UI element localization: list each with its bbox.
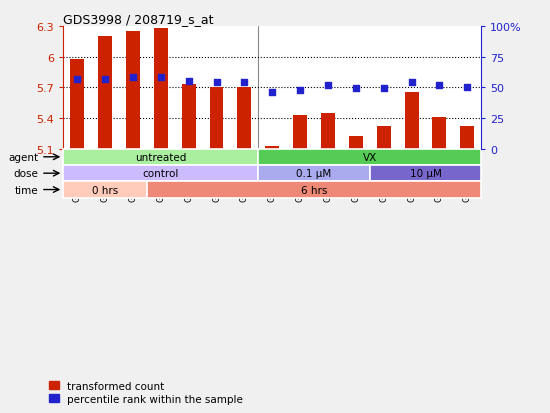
- Bar: [126, 32, 140, 149]
- Bar: [63, 182, 147, 198]
- Bar: [147, 182, 481, 198]
- Point: [73, 76, 81, 83]
- Bar: [210, 88, 223, 149]
- Bar: [154, 29, 168, 149]
- Bar: [321, 114, 335, 149]
- Point: [240, 80, 249, 86]
- Point: [101, 76, 109, 83]
- Point: [463, 85, 472, 91]
- Text: 0.1 μM: 0.1 μM: [296, 169, 332, 179]
- Text: 0 hrs: 0 hrs: [92, 185, 118, 195]
- Bar: [432, 118, 447, 149]
- Bar: [238, 88, 251, 149]
- Bar: [349, 137, 363, 149]
- Bar: [460, 127, 474, 149]
- Text: control: control: [142, 169, 179, 179]
- Bar: [258, 149, 481, 166]
- Bar: [370, 166, 481, 182]
- Bar: [63, 166, 258, 182]
- Point: [268, 90, 277, 96]
- Text: 10 μM: 10 μM: [410, 169, 442, 179]
- Bar: [405, 93, 419, 149]
- Bar: [63, 149, 258, 166]
- Point: [129, 75, 138, 81]
- Text: agent: agent: [8, 152, 38, 162]
- Text: VX: VX: [362, 152, 377, 162]
- Text: 6 hrs: 6 hrs: [301, 185, 327, 195]
- Bar: [265, 146, 279, 149]
- Point: [407, 80, 416, 86]
- Legend: transformed count, percentile rank within the sample: transformed count, percentile rank withi…: [49, 381, 243, 404]
- Bar: [182, 85, 196, 149]
- Text: GDS3998 / 208719_s_at: GDS3998 / 208719_s_at: [63, 13, 214, 26]
- Bar: [258, 166, 370, 182]
- Point: [296, 87, 305, 94]
- Bar: [98, 37, 112, 149]
- Point: [379, 86, 388, 93]
- Point: [184, 78, 193, 85]
- Point: [212, 80, 221, 86]
- Bar: [70, 59, 84, 149]
- Text: untreated: untreated: [135, 152, 186, 162]
- Text: time: time: [14, 185, 38, 195]
- Text: dose: dose: [13, 169, 38, 179]
- Point: [435, 82, 444, 89]
- Point: [323, 82, 332, 89]
- Bar: [377, 127, 390, 149]
- Bar: [293, 116, 307, 149]
- Point: [156, 75, 165, 81]
- Point: [351, 86, 360, 93]
